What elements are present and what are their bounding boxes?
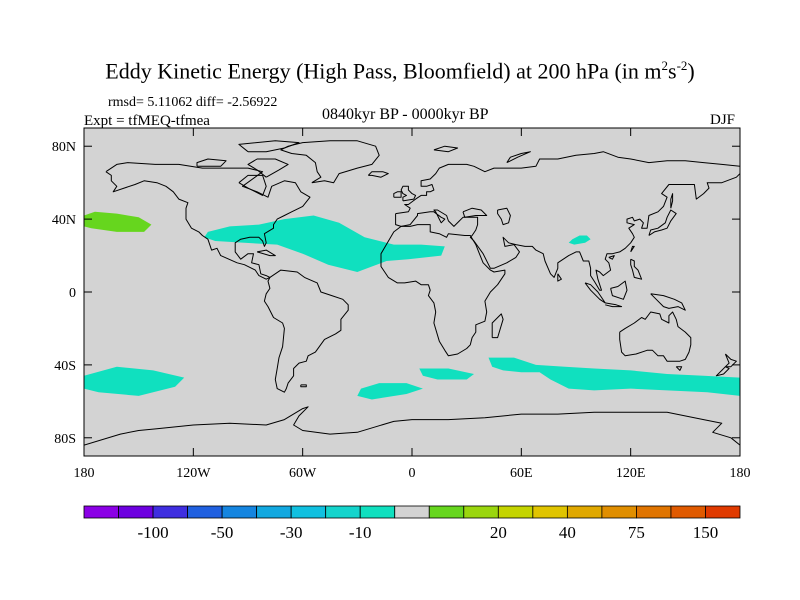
coastline-taiwan — [630, 245, 635, 253]
title-sup-1: 2 — [661, 58, 669, 73]
y-tick-label: 0 — [69, 286, 76, 301]
coastline-sakhalin — [670, 193, 674, 209]
colorbar-box — [118, 505, 154, 519]
coastline-ireland — [393, 191, 402, 198]
title-sup-2: -2 — [676, 58, 688, 73]
x-tick-label: 60W — [289, 466, 317, 481]
coastline-new-zealand — [724, 353, 737, 368]
colorbar-box — [290, 505, 327, 519]
coastline-cuba — [256, 249, 276, 257]
coastline-new-zealand-south — [715, 366, 730, 377]
coastline-sri-lanka — [557, 273, 562, 282]
coastline-svalbard — [433, 145, 459, 153]
coastline-java — [605, 302, 623, 308]
coastlines — [84, 140, 740, 446]
period-label: 0840kyr BP - 0000kyr BP — [322, 106, 489, 123]
coastline-australia — [619, 311, 692, 362]
stats-label: rmsd= 5.11062 diff= -2.56922 — [108, 95, 278, 110]
map-background — [84, 128, 740, 456]
colorbar-label: 150 — [693, 523, 719, 542]
coastline-hainan — [608, 255, 615, 260]
colorbar-box — [532, 505, 568, 519]
colorbar-box — [221, 505, 258, 519]
coastline-new-guinea — [650, 293, 686, 311]
colorbar-box — [463, 505, 499, 519]
coastline-greenland — [280, 140, 380, 184]
colorbar-label: 75 — [628, 523, 645, 542]
x-tick-label: 180 — [74, 466, 95, 481]
y-tick-label: 40S — [54, 359, 76, 374]
colorbar-label: -50 — [211, 523, 234, 542]
coastline-falklands — [300, 384, 307, 388]
colorbar-label: -10 — [349, 523, 372, 542]
colorbar-box — [187, 505, 223, 519]
colorbar-label: -100 — [137, 523, 168, 542]
colorbar-box — [359, 505, 396, 519]
colorbar-box — [636, 505, 672, 519]
coastline-tasmania — [675, 366, 683, 371]
coastline-baffin-island — [247, 158, 289, 178]
colorbar-box — [325, 505, 361, 519]
coastline-japan — [648, 209, 677, 236]
region-southern-ocean-negative — [488, 357, 740, 396]
y-tick-label: 40N — [52, 213, 76, 228]
coastline-victoria-island — [196, 158, 227, 167]
region-north-pacific-positive — [84, 211, 152, 232]
y-tick-label: 80N — [52, 140, 76, 155]
colorbar-box — [601, 505, 637, 519]
colorbar-label: 20 — [490, 523, 507, 542]
colorbar-box — [83, 505, 119, 519]
colorbar-box — [428, 505, 465, 519]
coastline-eurasia — [395, 151, 740, 291]
colorbar-label: 40 — [559, 523, 576, 542]
title-text: Eddy Kinetic Energy (High Pass, Bloomfie… — [105, 58, 662, 84]
x-tick-label: 120W — [176, 466, 211, 481]
coastline-caspian-sea — [497, 207, 511, 226]
colorbar-box — [670, 505, 706, 519]
experiment-label: Expt = tfMEQ-tfmea — [84, 113, 210, 129]
x-tick-label: 180 — [730, 466, 751, 481]
coastline-ellesmere-island — [238, 140, 300, 153]
colorbar-box — [394, 505, 430, 519]
region-south-pacific-negative — [84, 366, 185, 396]
coastline-borneo — [610, 280, 628, 300]
colorbar-box — [497, 505, 534, 519]
season-label: DJF — [710, 112, 736, 128]
anomaly-regions — [84, 211, 740, 400]
coastline-north-america — [105, 162, 311, 280]
colorbar-box — [256, 505, 292, 519]
region-south-asia-negative — [568, 235, 591, 245]
colorbar-box — [152, 505, 188, 519]
colorbar-box — [566, 505, 603, 519]
coastline-africa — [380, 224, 506, 357]
y-tick-label: 80S — [54, 432, 76, 447]
coastline-novaya-zemlya — [506, 151, 531, 164]
coastline-hudson-bay — [238, 174, 267, 196]
coastline-madagascar — [491, 313, 504, 339]
region-south-atlantic-negative — [357, 383, 423, 400]
colorbar-box — [705, 505, 741, 519]
region-south-indian-negative — [419, 368, 474, 380]
plot-title: Eddy Kinetic Energy (High Pass, Bloomfie… — [0, 58, 800, 84]
x-tick-label: 60E — [510, 466, 533, 481]
colorbar-label: -30 — [280, 523, 303, 542]
coastline-british-isles — [400, 185, 417, 202]
x-tick-label: 0 — [409, 466, 416, 481]
coastline-iceland — [367, 171, 389, 178]
region-north-atlantic-negative — [204, 215, 445, 272]
x-tick-label: 120E — [616, 466, 646, 481]
axis-ticks: 180 120W 60W 0 60E 120E 180 80N 40N 0 40S 80S — [52, 128, 751, 481]
title-close: ) — [687, 58, 695, 84]
coastline-black-sea — [462, 207, 488, 218]
coastline-philippines — [630, 258, 643, 280]
coastline-antarctica — [84, 406, 740, 446]
title-unit-s: s — [668, 58, 677, 84]
coastline-south-america — [263, 269, 349, 393]
colorbar: -100 -50 -30 -10 20 40 75 150 — [83, 505, 741, 542]
